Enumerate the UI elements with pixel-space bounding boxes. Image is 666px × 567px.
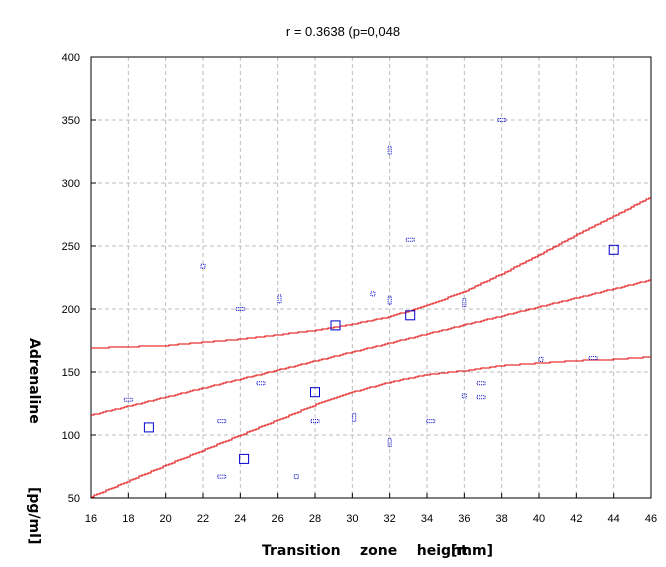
data-point: [538, 356, 544, 362]
y-tick-label: 400: [62, 52, 80, 64]
x-tick-label: 44: [608, 513, 620, 525]
data-point: [310, 387, 320, 398]
data-point: [330, 320, 341, 331]
data-point: [143, 422, 154, 433]
data-point: [256, 381, 266, 386]
y-tick-label: 50: [68, 493, 80, 505]
x-tick-label: 26: [272, 513, 284, 525]
y-tick-label: 200: [62, 304, 80, 316]
data-point: [217, 474, 227, 479]
y-tick-label: 150: [62, 367, 80, 379]
x-tick-label: 28: [309, 513, 321, 525]
y-tick-label: 250: [62, 241, 80, 253]
x-tick-label: 38: [496, 513, 508, 525]
data-point: [426, 419, 436, 424]
lower-confidence-line: [91, 356, 651, 498]
y-axis-ticks: 50 100 150 200 250 300 350 400: [62, 52, 96, 505]
grid-lines: [91, 57, 651, 498]
x-tick-label: 30: [346, 513, 358, 525]
y-tick-label: 100: [62, 430, 80, 442]
x-tick-label: 32: [384, 513, 396, 525]
data-point: [239, 453, 250, 464]
data-point: [310, 419, 320, 424]
data-point: [387, 145, 392, 155]
y-axis-label: Adrenaline: [26, 338, 42, 424]
data-point: [370, 291, 376, 297]
x-tick-label: 24: [234, 513, 246, 525]
data-point: [235, 307, 245, 311]
data-point: [217, 419, 227, 424]
data-points: [123, 118, 619, 480]
data-point: [608, 244, 619, 255]
x-tick-label: 42: [570, 513, 582, 525]
data-point: [462, 298, 467, 308]
x-tick-label: 34: [421, 513, 433, 525]
x-axis-ticks: 16 18 20 22 24 26 28 30 32 34 36 38 40 42 44 46: [85, 493, 657, 525]
regression-lines: [91, 197, 651, 498]
regression-line: [91, 279, 651, 416]
data-point: [277, 294, 282, 304]
data-point: [293, 474, 299, 480]
x-tick-label: 20: [160, 513, 172, 525]
x-axis-label: Transition zone height: [262, 543, 468, 559]
plot-frame: [90, 56, 652, 499]
data-point: [476, 395, 486, 400]
chart-title: r = 0.3638 (p=0,048: [286, 24, 400, 39]
x-tick-label: 46: [645, 513, 657, 525]
data-point: [200, 263, 206, 269]
data-point: [352, 412, 357, 422]
x-tick-label: 16: [85, 513, 97, 525]
data-point: [405, 310, 416, 321]
x-tick-label: 40: [533, 513, 545, 525]
data-point: [497, 118, 507, 122]
upper-confidence-line: [91, 197, 651, 349]
data-point: [461, 393, 467, 399]
data-point: [476, 381, 486, 386]
x-axis-unit: [mm]: [451, 543, 493, 559]
x-tick-label: 22: [197, 513, 209, 525]
data-point: [123, 397, 133, 402]
x-tick-label: 18: [122, 513, 134, 525]
data-point: [405, 237, 415, 242]
data-point: [387, 295, 392, 305]
y-axis-unit: [pg/ml]: [26, 487, 42, 544]
data-point: [588, 356, 598, 361]
x-tick-label: 36: [458, 513, 470, 525]
data-point: [387, 438, 392, 448]
y-tick-label: 300: [62, 178, 80, 190]
y-tick-label: 350: [62, 115, 80, 127]
